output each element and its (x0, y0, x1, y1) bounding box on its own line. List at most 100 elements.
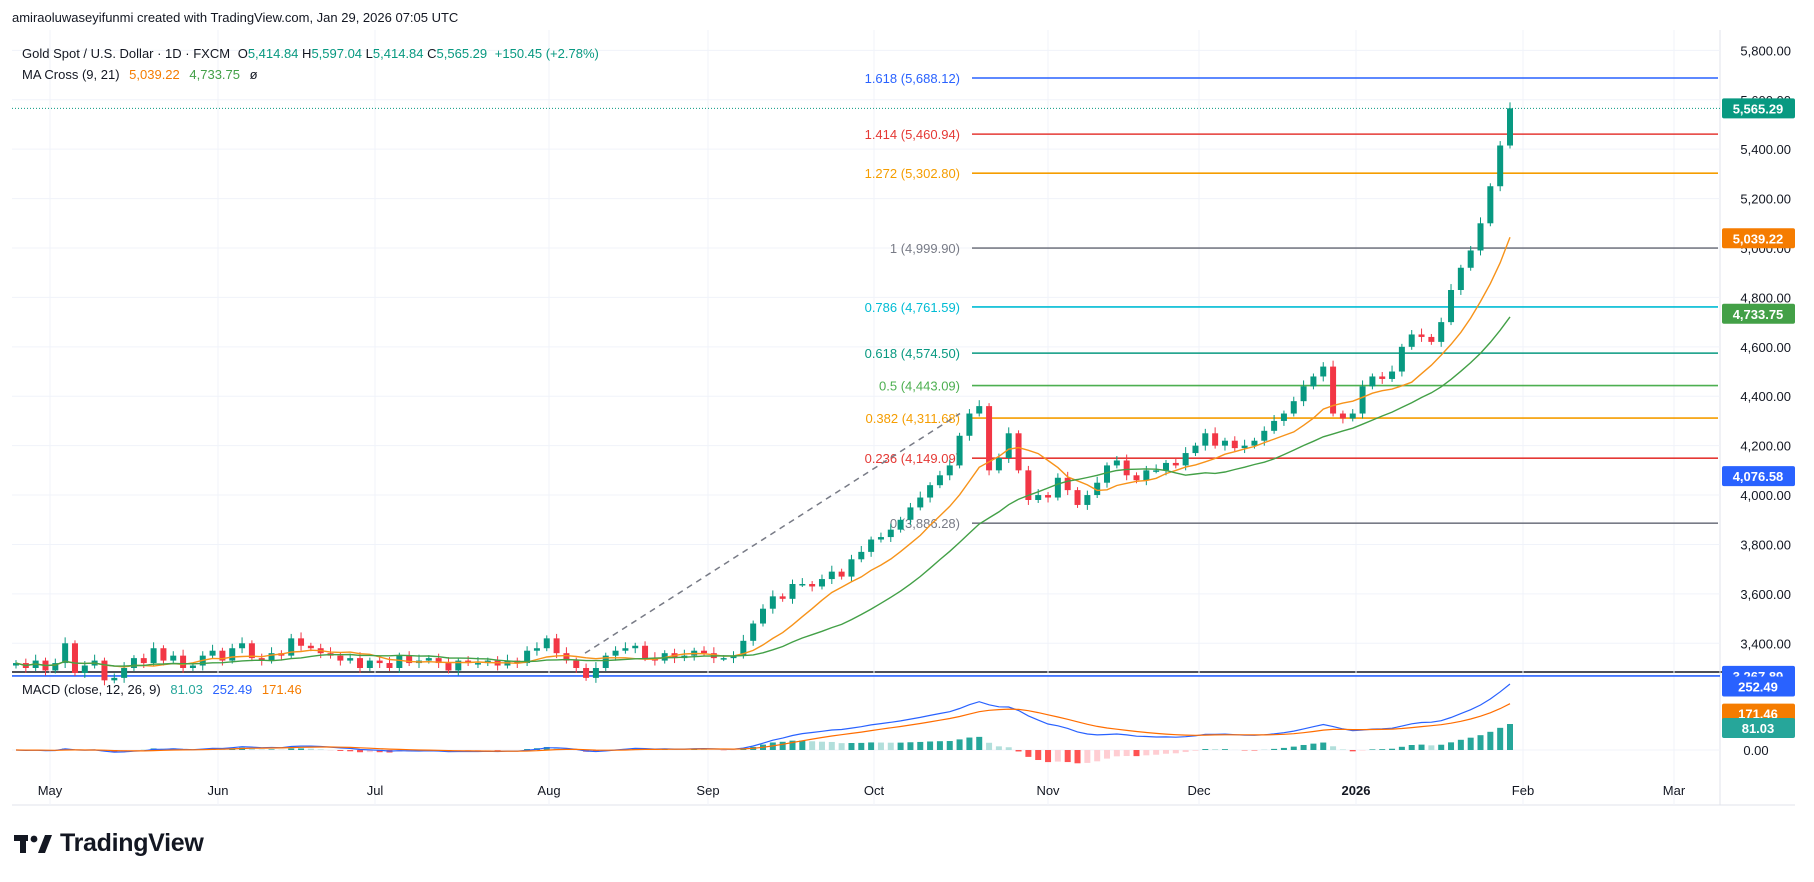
candle-body (298, 638, 305, 646)
macd-histogram-bar (1310, 743, 1317, 750)
candle-body (799, 584, 806, 586)
candle-body (622, 648, 629, 651)
candle-body (268, 653, 275, 661)
fib-level-label: 0.5 (4,443.09) (879, 379, 960, 394)
candle-body (986, 406, 993, 471)
macd-badge: 252.49 (1738, 680, 1778, 695)
symbol-legend: Gold Spot / U.S. Dollar · 1D · FXCM O5,4… (22, 46, 599, 61)
y-tick-label: 5,200.00 (1740, 192, 1791, 207)
candle-body (1507, 108, 1513, 146)
candle-body (1162, 462, 1169, 471)
ma-fast-value: 5,039.22 (129, 67, 180, 82)
fib-level-label: 1 (4,999.90) (890, 241, 960, 256)
macd-histogram-bar (543, 746, 550, 750)
candle-body (524, 650, 531, 664)
macd-histogram-bar (838, 743, 845, 750)
ma-title[interactable]: MA Cross (9, 21) (22, 67, 120, 82)
macd-histogram-bar (248, 748, 255, 750)
candle-body (406, 655, 413, 664)
x-tick-label: Mar (1663, 783, 1686, 798)
macd-histogram-bar (789, 740, 796, 750)
candle-body (1064, 477, 1071, 491)
macd-histogram-bar (1094, 750, 1101, 762)
candle-body (219, 650, 226, 661)
candle-body (612, 650, 619, 656)
macd-histogram-bar (317, 749, 324, 750)
close-label: C (427, 46, 437, 61)
fib-level-label: 0.236 (4,149.09) (865, 451, 960, 466)
macd-histogram-bar (818, 741, 825, 750)
y-tick-label: 3,400.00 (1740, 636, 1791, 651)
high-label: H (302, 46, 312, 61)
fib-level-label: 1.618 (5,688.12) (865, 71, 960, 86)
x-tick-label: Jul (367, 783, 384, 798)
candle-body (1054, 477, 1061, 498)
candle-body (1084, 495, 1091, 505)
x-tick-label: Oct (864, 783, 885, 798)
candle-body (818, 579, 825, 587)
y-tick-label: 4,600.00 (1740, 340, 1791, 355)
macd-signal-value: 171.46 (261, 682, 302, 697)
candle-body (140, 658, 147, 664)
candle-body (1349, 413, 1356, 419)
candle-body (189, 665, 196, 668)
candle-body (62, 643, 69, 664)
candle-body (848, 559, 855, 577)
candle-body (769, 596, 776, 609)
macd-histogram-bar (897, 742, 904, 750)
macd-histogram-bar (1202, 749, 1209, 750)
candle-body (701, 650, 708, 654)
candle-body (52, 663, 59, 671)
candle-body (337, 655, 344, 661)
candle-body (357, 658, 364, 668)
candle-body (1172, 462, 1179, 466)
candle-body (1005, 433, 1012, 458)
candle-body (1192, 445, 1199, 454)
candle-body (976, 406, 983, 414)
candle-body (1320, 366, 1327, 377)
tradingview-logo[interactable]: TradingView (14, 829, 204, 858)
candle-body (474, 663, 481, 665)
candle-body (248, 643, 255, 659)
candle-body (838, 571, 845, 577)
candle-body (956, 435, 963, 466)
macd-histogram-bar (268, 749, 275, 750)
candle-body (1379, 376, 1386, 379)
macd-histogram-bar (1330, 746, 1337, 750)
ma-visibility-icon[interactable]: ø (249, 67, 258, 82)
candle-body (995, 458, 1002, 471)
macd-histogram-bar (524, 749, 531, 750)
macd-histogram-bar (1320, 742, 1327, 750)
macd-histogram-bar (1457, 739, 1464, 750)
symbol-title[interactable]: Gold Spot / U.S. Dollar · 1D · FXCM (22, 46, 231, 61)
price-badge: 4,076.58 (1733, 469, 1784, 484)
hist-badge-bg (1722, 718, 1795, 738)
macd-histogram-bar (1369, 749, 1376, 750)
candle-body (1015, 433, 1022, 471)
y-tick-label: 4,400.00 (1740, 389, 1791, 404)
candle-body (877, 537, 884, 540)
price-badge: 4,733.75 (1733, 307, 1784, 322)
candle-body (1398, 346, 1405, 372)
candle-body (907, 507, 914, 520)
candle-body (1104, 465, 1111, 483)
macd-histogram-bar (1005, 747, 1012, 750)
macd-histogram-bar (936, 741, 943, 750)
macd-histogram-bar (868, 742, 875, 750)
y-tick-label: 4,000.00 (1740, 488, 1791, 503)
macd-histogram-bar (298, 748, 305, 750)
candle-body (1123, 460, 1130, 476)
macd-histogram-bar (337, 750, 344, 751)
macd-histogram-bar (258, 749, 265, 750)
candle-body (936, 475, 943, 486)
macd-histogram-bar (1192, 750, 1199, 751)
price-badge-bg (1722, 98, 1795, 119)
macd-title[interactable]: MACD (close, 12, 26, 9) (22, 682, 161, 697)
candle-body (347, 658, 354, 661)
candle-body (632, 645, 639, 649)
fib-level-label: 0 (3,886.28) (890, 516, 960, 531)
candle-body (1418, 334, 1425, 337)
candle-body (543, 638, 550, 649)
macd-histogram-bar (995, 746, 1002, 750)
